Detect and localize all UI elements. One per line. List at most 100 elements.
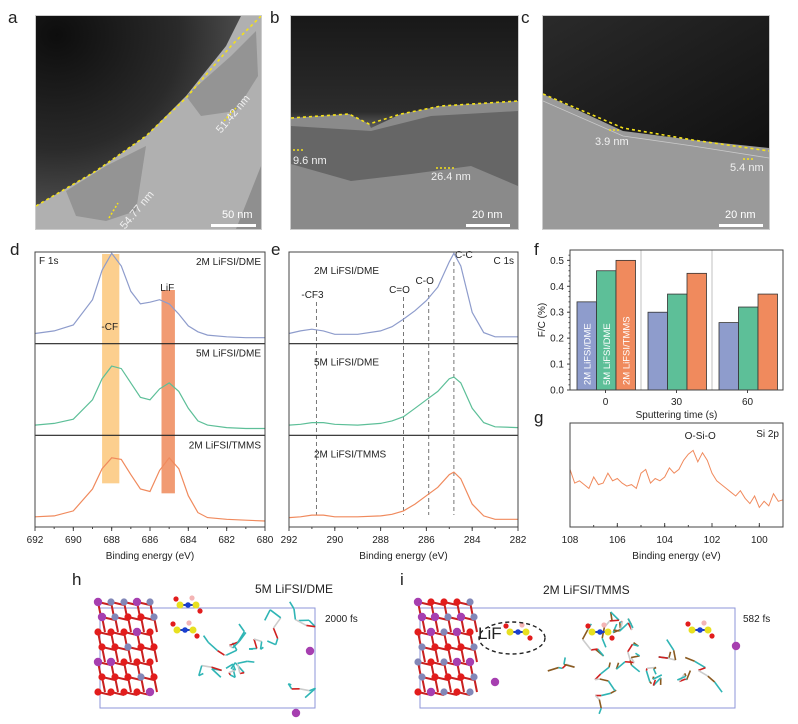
oxygen-atom (197, 608, 203, 614)
solvent-bond (211, 666, 222, 672)
oxygen-atom (124, 673, 132, 681)
solvent-bond (260, 646, 264, 650)
oxygen-atom (431, 673, 439, 681)
lithium-atom (452, 627, 462, 637)
x-tick-label: 286 (418, 535, 435, 546)
oxygen-atom (120, 688, 128, 696)
solvent-bond (615, 661, 626, 670)
spectrum-2m-lifsi-tmms (34, 456, 266, 522)
oxygen-atom (120, 658, 128, 666)
x-tick-label: 682 (218, 535, 235, 546)
md-i-title: 2M LiFSI/TMMS (543, 583, 630, 597)
spectrum-title: Si 2p (756, 429, 779, 440)
nitrogen-atom (182, 627, 188, 633)
x-tick-label: 680 (257, 535, 274, 546)
particle-core-a (36, 16, 241, 206)
solvent-bond (624, 660, 635, 664)
solvent-bond (590, 648, 598, 651)
lithium-atom (291, 708, 301, 718)
simulation-cell (419, 607, 736, 709)
lithium-atom (430, 612, 440, 622)
silicon-atom (418, 643, 426, 651)
solvent-bond (658, 656, 669, 659)
silicon-atom (470, 673, 478, 681)
spectrum-title: F 1s (39, 256, 58, 267)
solvent-bond (618, 622, 622, 629)
solvent-bond (649, 681, 653, 685)
silicon-atom (418, 673, 426, 681)
spectrum-2m-lifsi-dme (34, 252, 265, 339)
oxygen-atom (107, 688, 115, 696)
solvent-bond (652, 674, 663, 680)
scale-bar-c (719, 224, 763, 227)
solvent-bond (229, 641, 239, 647)
solvent-bond (228, 669, 236, 674)
x-axis-label: Sputtering time (s) (636, 410, 718, 420)
bar-30-2 (686, 272, 707, 391)
oxygen-atom (503, 623, 509, 629)
solvent-bond (239, 632, 247, 642)
solvent-bond (304, 687, 317, 699)
solvent-bond (289, 601, 295, 610)
solvent-bond (267, 640, 277, 646)
chart-f1s: 2M LiFSI/DME 5M LiFSI/DME 2M LiFSI/TMMS 692… (27, 251, 274, 562)
solvent-bond (612, 623, 618, 633)
solvent-bond (697, 666, 706, 672)
solvent-bond (601, 637, 607, 648)
series-label-1: 5M LiFSI/DME (196, 349, 261, 360)
solvent-bond (668, 651, 672, 659)
lithium-atom (132, 627, 142, 637)
scale-label-c: 20 nm (725, 209, 756, 221)
plot-frame (569, 249, 784, 391)
chart-c1s: -CF3 C=O C-O C-C 2M LiFSI/DME 5M LiFSI/DME 2M … (281, 250, 527, 562)
y-tick-label: 0.3 (550, 308, 564, 319)
silicon-atom (440, 658, 448, 666)
sulfur-atom (704, 626, 712, 634)
solvent-bond (306, 624, 316, 628)
bar-30-0 (647, 311, 668, 391)
oxygen-atom (94, 628, 102, 636)
boundary-line-c (543, 93, 769, 152)
solvent-bond (672, 650, 677, 661)
panel-label-d: d (10, 240, 20, 259)
spectrum-5m-lifsi-dme (34, 365, 265, 430)
lithium-atom (426, 627, 436, 637)
solvent-bond (238, 623, 246, 633)
solvent-bond (547, 666, 559, 672)
solvent-bond (202, 635, 210, 643)
solvent-bond (225, 663, 234, 669)
fluorine-atom (701, 620, 707, 626)
series-label-2: 2M LiFSI/TMMS (189, 440, 262, 451)
solvent-bond (713, 681, 723, 693)
sulfur-atom (173, 626, 181, 634)
oxygen-atom (146, 658, 154, 666)
solvent-bond (684, 656, 695, 663)
silicon-atom (414, 658, 422, 666)
solvent-bond (598, 707, 602, 715)
solvent-bond (667, 657, 676, 661)
y-axis-label: F/C (%) (537, 303, 548, 337)
oxygen-atom (414, 688, 422, 696)
solvent-bond (226, 649, 238, 656)
oxygen-atom (444, 643, 452, 651)
solvent-bond (631, 664, 641, 673)
panel-label-e: e (271, 240, 281, 259)
oxygen-atom (709, 633, 715, 639)
reference-label-2: C-O (416, 276, 435, 287)
solvent-bond (630, 657, 635, 663)
oxygen-atom (107, 628, 115, 636)
lithium-atom (490, 677, 500, 687)
sulfur-atom (688, 626, 696, 634)
solvent-bond (563, 663, 575, 668)
fluorine-atom (601, 622, 607, 628)
sulfur-atom (506, 628, 514, 636)
solvent-bond (707, 675, 716, 683)
oxygen-atom (150, 643, 158, 651)
oxygen-atom (124, 613, 132, 621)
solvent-bond (608, 662, 611, 668)
solvent-bond (287, 683, 293, 690)
solvent-bond (198, 672, 204, 677)
md-i-time: 582 fs (743, 614, 771, 625)
series-label-0: 2M LiFSI/DME (196, 257, 261, 268)
lithium-atom (93, 657, 103, 667)
